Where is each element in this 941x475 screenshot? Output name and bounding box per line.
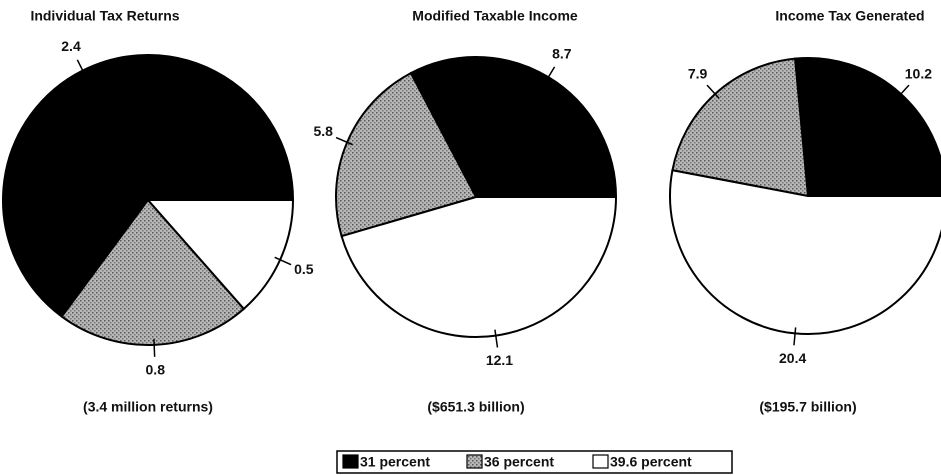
pie-subtitle: ($195.7 billion) bbox=[759, 399, 856, 415]
leader-line bbox=[153, 338, 156, 357]
data-label: 10.2 bbox=[905, 65, 932, 81]
data-label: 2.4 bbox=[61, 38, 81, 54]
leader-line bbox=[335, 136, 353, 146]
legend-swatch bbox=[592, 454, 609, 469]
pie-subtitle: (3.4 million returns) bbox=[83, 399, 213, 415]
legend-swatch bbox=[342, 454, 359, 469]
legend-label: 39.6 percent bbox=[610, 454, 692, 470]
leader-line bbox=[706, 84, 720, 99]
legend-label: 36 percent bbox=[484, 454, 554, 470]
data-label: 0.8 bbox=[146, 362, 166, 378]
chart-title: Income Tax Generated bbox=[775, 8, 924, 24]
chart-title: Individual Tax Returns bbox=[30, 8, 179, 24]
leader-line bbox=[544, 66, 556, 83]
data-label: 8.7 bbox=[552, 46, 572, 62]
leader-line bbox=[274, 256, 292, 266]
leader-line bbox=[896, 84, 910, 99]
leader-line bbox=[793, 327, 797, 346]
data-label: 0.5 bbox=[294, 261, 314, 277]
data-label: 7.9 bbox=[688, 65, 708, 81]
legend-swatch bbox=[466, 454, 483, 469]
legend-box bbox=[336, 450, 733, 474]
leader-line bbox=[76, 59, 87, 77]
data-label: 5.8 bbox=[313, 123, 333, 139]
data-label: 20.4 bbox=[779, 350, 806, 366]
data-label: 12.1 bbox=[486, 352, 513, 368]
legend-label: 31 percent bbox=[360, 454, 430, 470]
leader-line bbox=[494, 329, 499, 348]
pie-subtitle: ($651.3 billion) bbox=[427, 399, 524, 415]
chart-title: Modified Taxable Income bbox=[412, 8, 578, 24]
